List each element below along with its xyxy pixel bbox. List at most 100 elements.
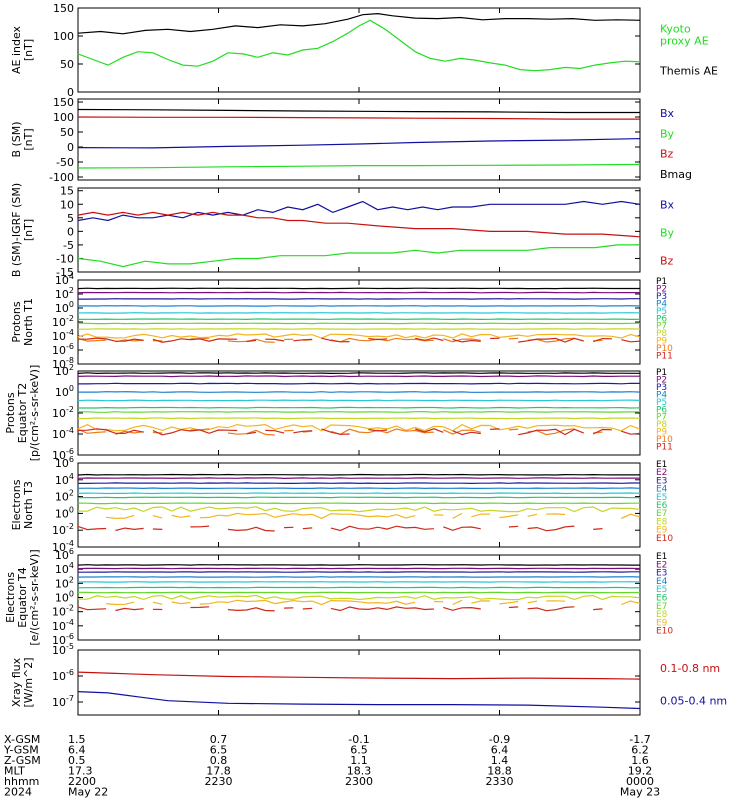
series-line-bz xyxy=(77,116,640,120)
footer-value: 1.6 xyxy=(631,754,649,767)
legend-entry: E9 xyxy=(656,618,668,628)
y-tick-label: 10-2 xyxy=(52,604,74,619)
y-axis-label: B (SM)[nT] xyxy=(10,121,35,157)
y-tick-label: 10 xyxy=(60,198,74,211)
legend-entry: E7 xyxy=(656,509,667,519)
y-tick-label: 150 xyxy=(53,96,74,109)
y-tick-label: 104 xyxy=(55,272,74,287)
footer-value: 1.4 xyxy=(491,754,509,767)
y-tick-label: 100 xyxy=(55,505,74,520)
footer-value: 18.3 xyxy=(347,765,372,778)
series-line-bx xyxy=(77,138,641,149)
plot-frame xyxy=(77,649,641,716)
y-tick-label: 50 xyxy=(60,126,74,139)
series-line-0-1-0-8-nm xyxy=(77,671,641,680)
series-line-p4 xyxy=(78,391,641,393)
legend-entry: P8 xyxy=(656,329,667,339)
y-tick-label: 15 xyxy=(60,185,74,198)
y-tick-label: 100 xyxy=(55,300,74,315)
legend-entry: Themis AE xyxy=(659,65,718,78)
y-tick-label: 104 xyxy=(55,472,74,487)
footer-value: May 22 xyxy=(68,786,108,799)
legend-entry: E9 xyxy=(656,526,668,536)
y-tick-label: -15 xyxy=(56,266,74,279)
series-line-e5 xyxy=(77,492,641,495)
plot-frame xyxy=(77,554,641,641)
footer-value: 2300 xyxy=(345,775,373,788)
legend-entry: P11 xyxy=(656,443,673,453)
footer-value: -0.1 xyxy=(348,733,369,746)
legend-entry: P3 xyxy=(656,292,667,302)
footer-value: 18.8 xyxy=(487,765,512,778)
legend-entry: E5 xyxy=(656,493,667,503)
plot-frame xyxy=(77,187,641,273)
legend-entry: E4 xyxy=(656,485,668,495)
footer-value: 2230 xyxy=(205,775,233,788)
series-line-p11 xyxy=(77,428,641,436)
series-line-e8 xyxy=(77,506,641,513)
y-tick-label: 10-7 xyxy=(52,694,74,709)
legend-entry: P5 xyxy=(656,398,667,408)
legend-entry: P4 xyxy=(656,299,667,309)
footer-value: 17.3 xyxy=(68,765,93,778)
footer-value: 0000 xyxy=(626,775,654,788)
footer-value: 6.2 xyxy=(631,744,649,757)
legend-entry: E10 xyxy=(656,627,673,637)
y-tick-label: 102 xyxy=(55,489,74,504)
legend-entry: P2 xyxy=(656,284,667,294)
y-tick-label: 10-6 xyxy=(52,342,74,357)
legend-entry: E3 xyxy=(656,476,667,486)
y-tick-label: 104 xyxy=(55,561,74,576)
legend-entry: Bmag xyxy=(660,168,692,181)
legend-entry: 0.1-0.8 nm xyxy=(660,662,720,675)
legend-entry: Kyoto proxy AE xyxy=(660,23,709,48)
series-line-p8 xyxy=(78,417,641,420)
y-tick-label: 102 xyxy=(55,363,74,378)
footer-row-label: 2024 xyxy=(4,786,32,799)
y-tick-label: 100 xyxy=(55,590,74,605)
series-line-p2 xyxy=(77,375,640,378)
legend-entry: P7 xyxy=(656,413,667,423)
legend-entry: P6 xyxy=(656,314,667,324)
footer-row-label: hhmm xyxy=(4,775,39,788)
legend-entry: P1 xyxy=(656,368,667,378)
legend: Kyoto proxy AE Themis AE xyxy=(659,23,718,78)
series-line-e6 xyxy=(77,496,641,499)
series-line-0-05-0-4-nm xyxy=(77,691,641,710)
footer-row-label: X-GSM xyxy=(4,733,40,746)
footer-value: -1.7 xyxy=(629,733,650,746)
legend-entry: E6 xyxy=(656,501,668,511)
y-tick-label: -5 xyxy=(63,239,74,252)
series-line-p6 xyxy=(78,406,641,409)
legend-entry: 0.05-0.4 nm xyxy=(660,694,727,707)
series-line-bz xyxy=(77,211,641,238)
series-line-p3 xyxy=(78,382,641,385)
footer-value: 6.4 xyxy=(491,744,509,757)
legend-entry: P9 xyxy=(656,337,667,347)
legend-entry: P9 xyxy=(656,428,667,438)
legend-entry: E2 xyxy=(656,560,667,570)
series-line-bx xyxy=(77,200,641,222)
legend-entry: P10 xyxy=(656,435,673,445)
y-tick-label: 106 xyxy=(55,547,74,562)
y-tick-label: 0 xyxy=(67,86,74,99)
y-tick-label: -100 xyxy=(49,171,74,184)
y-tick-label: 100 xyxy=(55,384,74,399)
series-line-e4 xyxy=(77,487,641,490)
y-tick-label: 0 xyxy=(67,141,74,154)
legend: 0.1-0.8 nm 0.05-0.4 nm xyxy=(660,662,727,708)
y-axis-label: B (SM)-IGRF (SM)[nT] xyxy=(10,183,35,277)
series-line-e10 xyxy=(78,526,640,531)
y-tick-label: 106 xyxy=(55,455,74,470)
legend-entry: E7 xyxy=(656,602,667,612)
series-line-p9 xyxy=(77,333,641,339)
panel-1: 0 50 100 150 AE index[nT] Kyoto proxy AE Themis… xyxy=(10,2,718,99)
series-line-by xyxy=(77,163,641,169)
y-axis-label: ElectronsNorth T3 xyxy=(10,479,35,530)
